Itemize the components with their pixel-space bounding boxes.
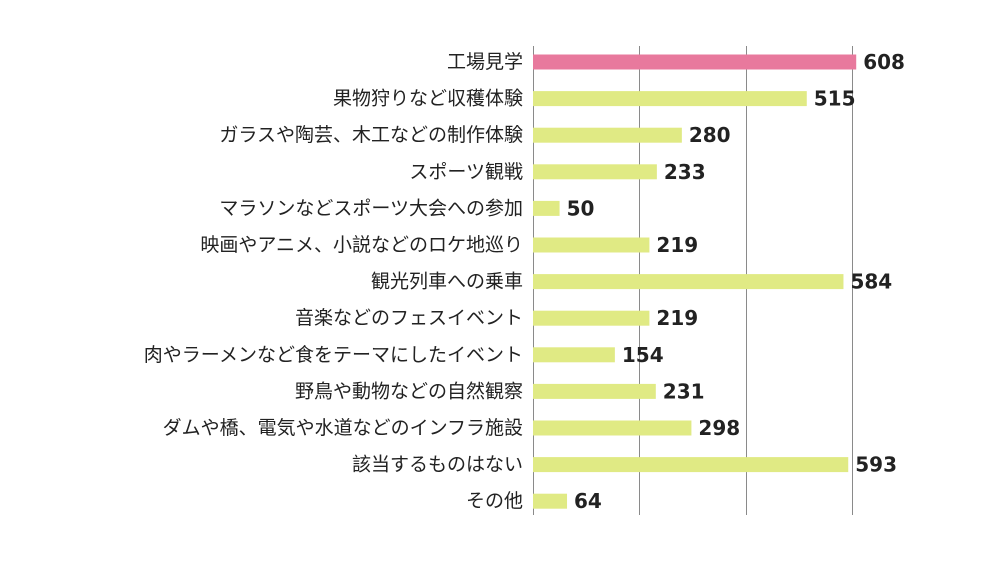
bar-2 bbox=[533, 127, 682, 143]
category-label: ガラスや陶芸、木工などの制作体験 bbox=[219, 124, 523, 146]
category-labels: 工場見学果物狩りなど収穫体験ガラスや陶芸、木工などの制作体験スポーツ観戦マラソン… bbox=[144, 51, 523, 512]
category-label: 映画やアニメ、小説などのロケ地巡り bbox=[200, 234, 523, 256]
value-label: 219 bbox=[656, 233, 698, 257]
category-label: その他 bbox=[466, 490, 523, 512]
bar-1 bbox=[533, 91, 807, 107]
bar-6 bbox=[533, 274, 844, 290]
bar-4 bbox=[533, 200, 560, 216]
value-label: 280 bbox=[689, 123, 731, 147]
bar-9 bbox=[533, 383, 656, 399]
category-label: 肉やラーメンなど食をテーマにしたイベント bbox=[144, 344, 523, 366]
bar-10 bbox=[533, 420, 692, 436]
value-label: 515 bbox=[814, 87, 856, 111]
category-label: 工場見学 bbox=[447, 51, 523, 73]
category-label: スポーツ観戦 bbox=[409, 161, 523, 183]
bar-11 bbox=[533, 457, 849, 473]
value-label: 64 bbox=[574, 489, 602, 513]
bar-5 bbox=[533, 237, 650, 253]
value-label: 50 bbox=[567, 196, 595, 220]
value-label: 231 bbox=[663, 379, 705, 403]
value-label: 608 bbox=[863, 50, 905, 74]
bar-7 bbox=[533, 310, 650, 326]
value-label: 298 bbox=[698, 416, 740, 440]
value-label: 233 bbox=[664, 160, 706, 184]
bar-0 bbox=[533, 54, 857, 70]
bar-8 bbox=[533, 347, 615, 363]
category-label: 果物狩りなど収穫体験 bbox=[333, 88, 523, 110]
category-label: 観光列車への乗車 bbox=[371, 271, 523, 293]
category-label: 該当するものはない bbox=[352, 454, 523, 476]
bar-3 bbox=[533, 164, 657, 180]
category-label: 音楽などのフェスイベント bbox=[295, 307, 523, 329]
bar-12 bbox=[533, 493, 568, 509]
category-label: ダムや橋、電気や水道などのインフラ施設 bbox=[163, 417, 523, 439]
value-label: 154 bbox=[622, 343, 664, 367]
value-label: 593 bbox=[855, 453, 897, 477]
category-label: 野鳥や動物などの自然観察 bbox=[295, 380, 523, 402]
category-label: マラソンなどスポーツ大会への参加 bbox=[219, 197, 523, 219]
value-labels: 608 515 280 233 50 219 584 219 154 231 298 593 64 bbox=[567, 50, 905, 513]
bars-layer bbox=[533, 54, 857, 509]
value-label: 219 bbox=[656, 306, 698, 330]
value-label: 584 bbox=[850, 270, 892, 294]
